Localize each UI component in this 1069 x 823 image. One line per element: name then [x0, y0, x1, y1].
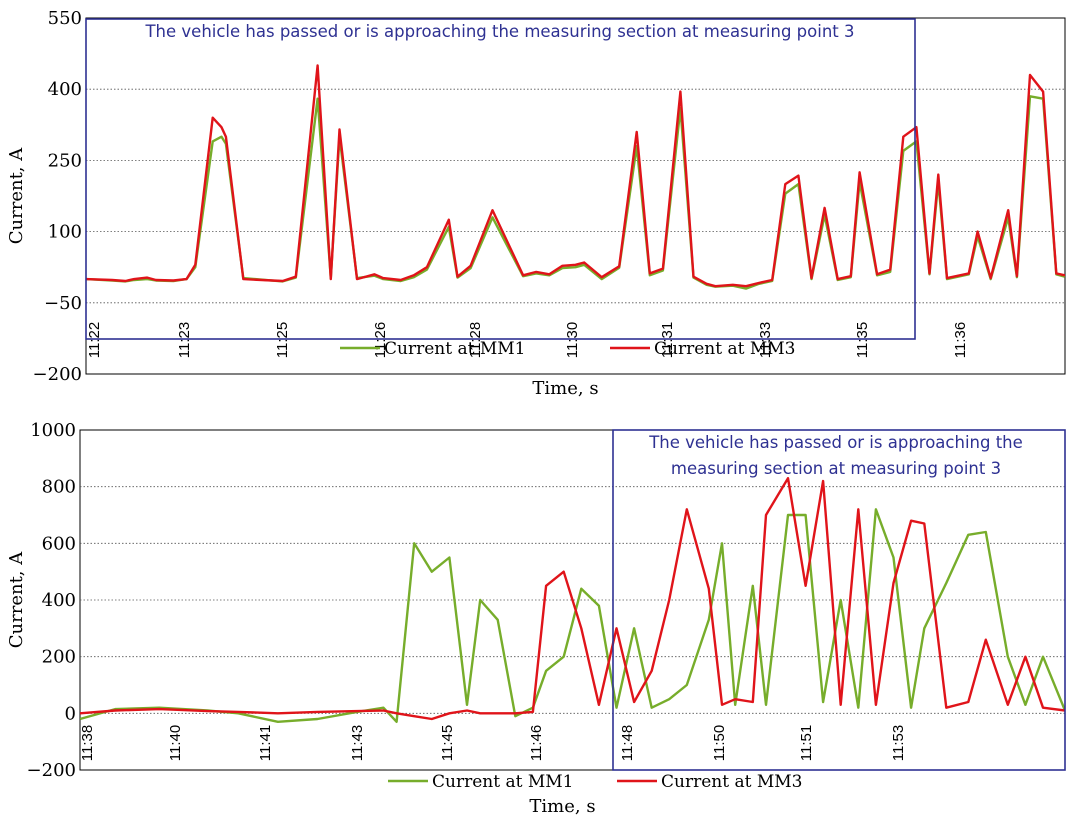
annotation-text: The vehicle has passed or is approaching…: [144, 22, 854, 41]
x-tick-label: 11:35: [854, 322, 871, 358]
series-line-mm3: [80, 477, 1065, 721]
y-tick-label: 0: [65, 703, 76, 724]
x-tick-label: 11:22: [86, 322, 103, 358]
y-tick-label: 550: [48, 8, 82, 29]
y-tick-label: 400: [48, 79, 82, 100]
x-tick-label: 11:30: [564, 322, 581, 358]
x-tick-label: 11:25: [274, 322, 291, 358]
y-tick-label: 1000: [30, 420, 76, 441]
annotation-text: measuring section at measuring point 3: [671, 459, 1001, 478]
x-tick-label: 11:36: [952, 322, 969, 358]
x-tick-label: 11:48: [619, 725, 636, 761]
y-tick-label: −200: [33, 364, 82, 385]
annotation-box: [612, 429, 1066, 771]
y-tick-label: 600: [42, 533, 76, 554]
y-tick-label: 200: [42, 647, 76, 668]
legend-label-mm1: Current at MM1: [384, 339, 525, 359]
x-tick-label: 11:38: [79, 725, 96, 761]
x-tick-label: 11:53: [890, 725, 907, 761]
x-tick-label: 11:23: [176, 322, 193, 358]
x-axis-label: Time, s: [529, 796, 595, 817]
x-tick-label: 11:33: [757, 322, 774, 358]
x-axis-label: Time, s: [532, 378, 598, 399]
legend-label-mm1: Current at MM1: [432, 772, 573, 792]
annotation-text: The vehicle has passed or is approaching…: [648, 433, 1023, 452]
x-tick-label: 11:41: [257, 725, 274, 761]
legend-label-mm3: Current at MM3: [654, 339, 795, 359]
y-tick-label: 250: [48, 150, 82, 171]
annotation-box: [85, 18, 916, 340]
y-tick-label: −50: [44, 293, 82, 314]
series-line-mm3: [86, 64, 1065, 288]
x-tick-label: 11:50: [711, 725, 728, 761]
y-tick-label: 400: [42, 590, 76, 611]
legend-label-mm3: Current at MM3: [661, 772, 802, 792]
x-tick-label: 11:43: [349, 725, 366, 761]
y-tick-label: −200: [27, 760, 76, 781]
y-axis-label: Current, A: [6, 551, 27, 648]
x-tick-label: 11:45: [439, 725, 456, 761]
series-line-mm1: [80, 508, 1065, 723]
x-tick-label: 11:28: [467, 322, 484, 358]
y-tick-label: 800: [42, 477, 76, 498]
x-tick-label: 11:46: [528, 725, 545, 761]
x-tick-label: 11:51: [798, 725, 815, 761]
plot-area: [85, 17, 1066, 375]
x-tick-label: 11:31: [659, 322, 676, 358]
y-tick-label: 100: [48, 222, 82, 243]
x-tick-label: 11:40: [167, 725, 184, 761]
y-axis-label: Current, A: [6, 147, 27, 244]
